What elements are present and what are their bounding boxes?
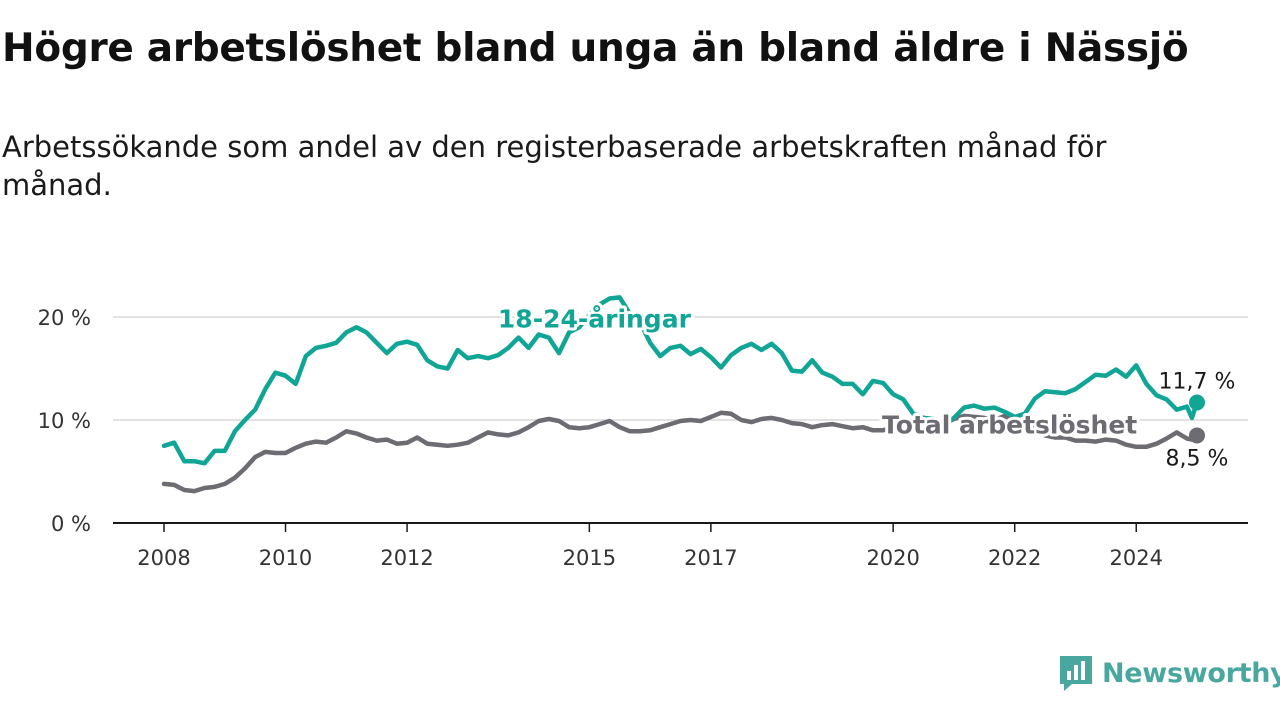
chart-title: Högre arbetslöshet bland unga än bland ä… bbox=[2, 26, 1189, 71]
chart-subtitle: Arbetssökande som andel av den registerb… bbox=[2, 130, 1107, 202]
x-tick-label: 2010 bbox=[259, 546, 312, 570]
series-line bbox=[161, 410, 1200, 494]
brand-logo: Newsworthy bbox=[1058, 654, 1280, 692]
series-name-label: 18-24-åringar bbox=[498, 304, 692, 333]
y-tick-label: 0 % bbox=[51, 512, 91, 536]
x-tick-label: 2022 bbox=[988, 546, 1041, 570]
x-tick-label: 2015 bbox=[563, 546, 616, 570]
x-axis-ticks: 2008 2010 2012 2015 2017 2020 2022 2024 bbox=[137, 523, 1163, 570]
x-tick-label: 2024 bbox=[1110, 546, 1163, 570]
x-tick-label: 2017 bbox=[684, 546, 737, 570]
series-line bbox=[161, 295, 1200, 466]
x-tick-label: 2012 bbox=[380, 546, 433, 570]
newsworthy-logo-icon bbox=[1060, 656, 1092, 691]
y-axis-ticks: 0 % 10 % 20 % bbox=[38, 306, 91, 536]
x-tick-label: 2020 bbox=[866, 546, 919, 570]
y-tick-label: 20 % bbox=[38, 306, 91, 330]
series-end-point bbox=[1189, 394, 1205, 411]
y-tick-label: 10 % bbox=[38, 409, 91, 433]
series-end-value-label: 11,7 % bbox=[1159, 369, 1236, 394]
series-lines bbox=[161, 295, 1205, 494]
x-tick-label: 2008 bbox=[137, 546, 190, 570]
brand-name: Newsworthy bbox=[1102, 657, 1280, 689]
series-end-value-label: 8,5 % bbox=[1166, 446, 1229, 471]
series-name-label: Total arbetslöshet bbox=[882, 410, 1137, 439]
series-labels: 18-24-åringar Total arbetslöshet 11,7 % 8,5… bbox=[495, 301, 1236, 471]
series-end-point bbox=[1189, 427, 1205, 444]
